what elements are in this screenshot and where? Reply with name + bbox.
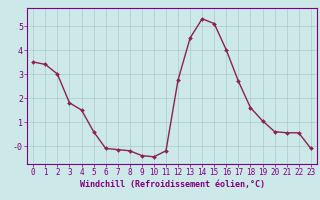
- X-axis label: Windchill (Refroidissement éolien,°C): Windchill (Refroidissement éolien,°C): [79, 180, 265, 189]
